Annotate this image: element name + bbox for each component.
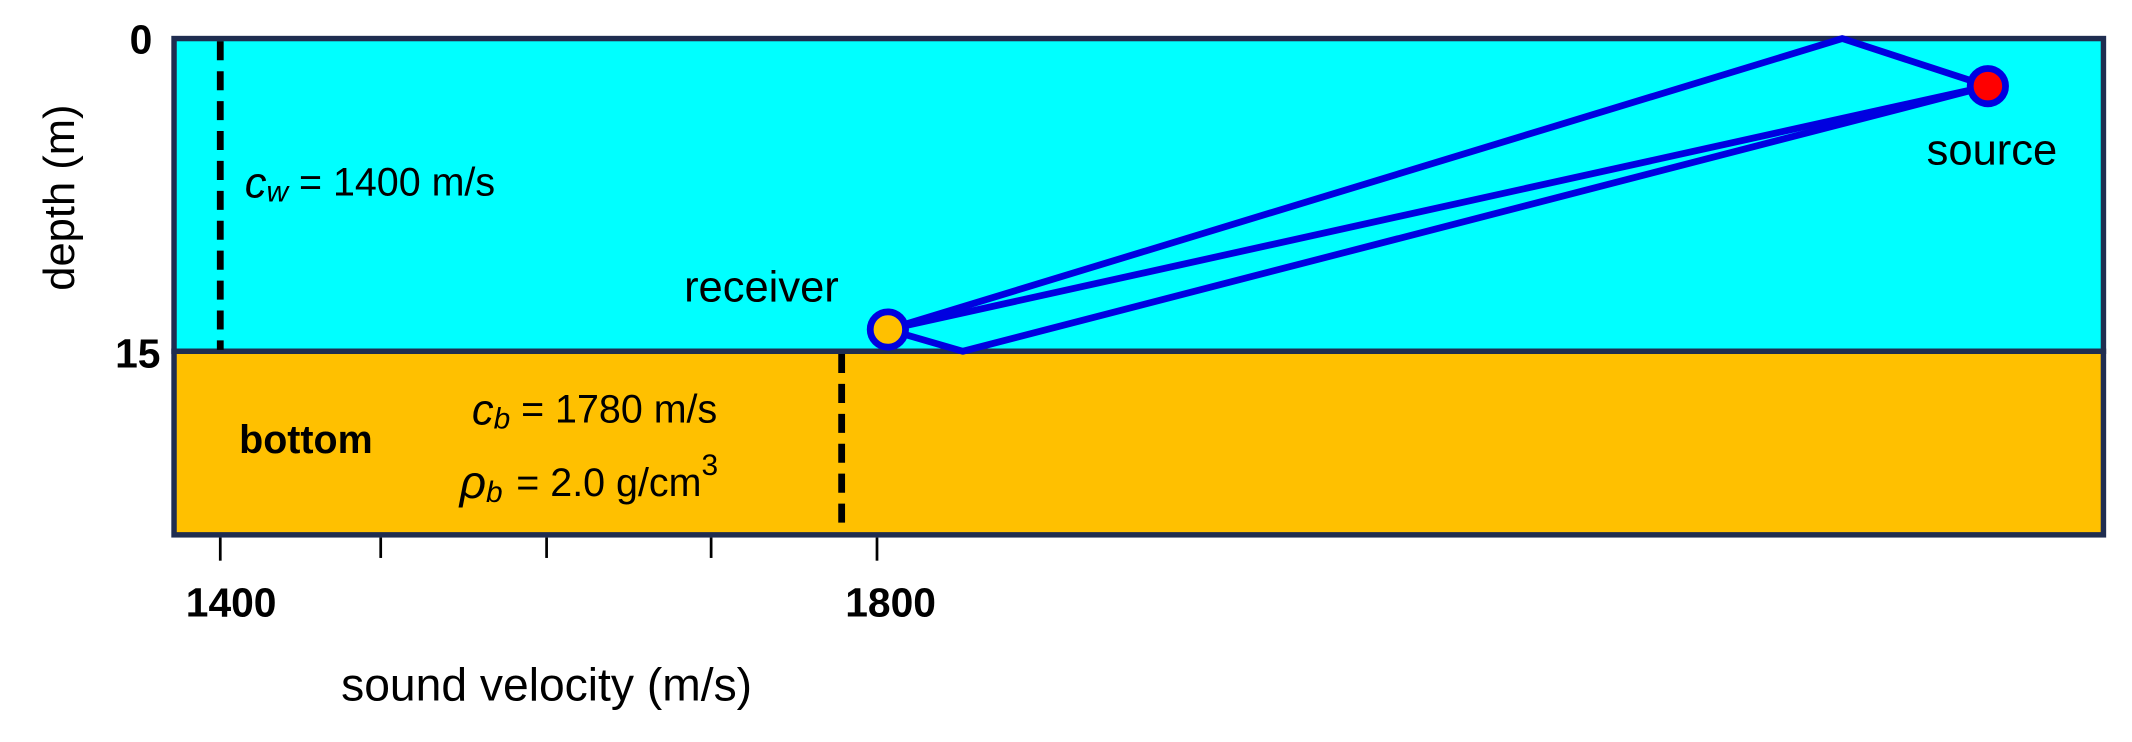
symbol: c (245, 159, 267, 207)
y-tick-label: 0 (130, 16, 153, 62)
bottom-layer (171, 348, 2107, 538)
x-ticks (218, 537, 879, 561)
symbol: c (472, 386, 494, 434)
source-marker (1966, 65, 2009, 108)
y-axis-title: depth (m) (36, 105, 84, 291)
rays (886, 35, 1989, 355)
x-tick-label: 1800 (845, 579, 936, 625)
receiver-label: receiver (684, 264, 839, 312)
bottom-ray (886, 82, 1989, 355)
receiver-marker (866, 308, 909, 351)
text: = 1780 m/s (521, 388, 717, 432)
direct-ray (887, 82, 1989, 333)
x-tick-label: 1400 (186, 579, 277, 625)
source-label: source (1927, 126, 2058, 174)
text: = 1400 m/s (299, 161, 495, 205)
text: = 2.0 g/cm (516, 461, 701, 505)
bottom-velocity-label: cb = 1780 m/s (472, 386, 717, 436)
subscript: b (486, 476, 503, 509)
water-layer (171, 35, 2107, 355)
superscript: 3 (701, 449, 718, 482)
water-velocity-label: cw = 1400 m/s (245, 159, 495, 209)
surface-ray (886, 35, 1989, 333)
y-tick-label: 15 (115, 331, 160, 377)
bottom-label: bottom (239, 418, 373, 462)
symbol: ρ (458, 456, 486, 508)
bottom-density-label: ρb = 2.0 g/cm3 (458, 449, 719, 509)
subscript: b (494, 403, 511, 436)
x-axis-title: sound velocity (m/s) (341, 659, 752, 711)
subscript: w (266, 175, 290, 208)
